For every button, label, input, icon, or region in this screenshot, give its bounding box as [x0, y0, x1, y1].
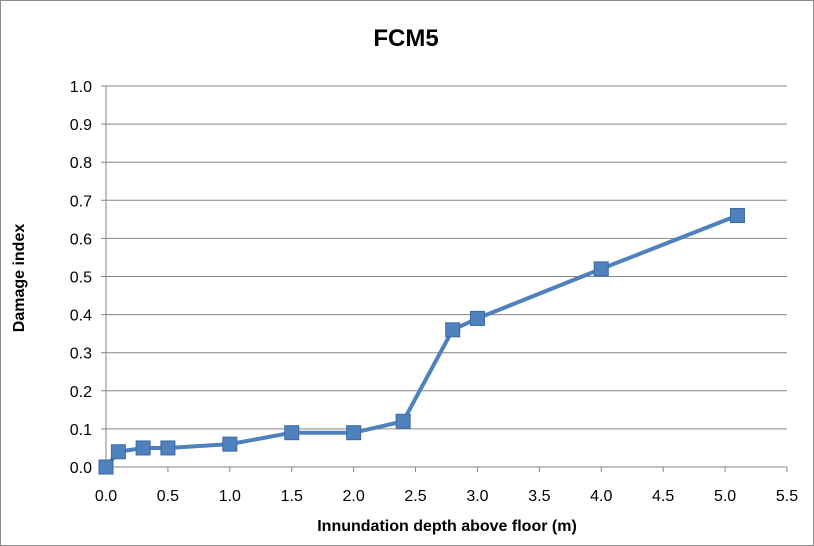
data-series — [98, 208, 745, 475]
y-tick-label: 0.0 — [70, 460, 92, 477]
y-tick-label: 0.9 — [70, 117, 92, 134]
data-point-marker — [284, 425, 300, 441]
x-tick-label: 2.5 — [404, 488, 426, 505]
y-tick-label: 0.6 — [70, 231, 92, 248]
x-tick-label: 4.5 — [652, 488, 674, 505]
data-point-marker — [346, 425, 362, 441]
data-point-marker — [593, 261, 609, 277]
x-tick-label: 5.0 — [714, 488, 736, 505]
data-point-marker — [469, 310, 485, 326]
x-tick-label: 3.0 — [466, 488, 488, 505]
x-tick-label: 1.0 — [219, 488, 241, 505]
chart-title: FCM5 — [373, 25, 438, 52]
y-tick-label: 0.3 — [70, 346, 92, 363]
y-tick-label: 0.4 — [70, 308, 92, 325]
data-point-marker — [729, 208, 745, 224]
x-tick-label: 1.5 — [281, 488, 303, 505]
x-tick-label: 4.0 — [590, 488, 612, 505]
axes — [101, 85, 788, 472]
x-tick-label: 3.5 — [528, 488, 550, 505]
data-point-marker — [160, 440, 176, 456]
y-tick-label: 1.0 — [70, 79, 92, 96]
x-axis-title: Innundation depth above floor (m) — [317, 518, 577, 535]
y-tick-label: 0.5 — [70, 270, 92, 287]
y-axis-title: Damage index — [11, 224, 28, 333]
data-point-marker — [395, 413, 411, 429]
x-tick-label: 0.0 — [95, 488, 117, 505]
x-tick-label: 5.5 — [776, 488, 798, 505]
y-tick-labels: 0.0 0.1 0.2 0.3 0.4 0.5 0.6 0.7 0.8 0.9 1.0 — [70, 79, 92, 477]
y-tick-label: 0.1 — [70, 422, 92, 439]
y-tick-label: 0.8 — [70, 155, 92, 172]
x-tick-labels: 0.0 0.5 1.0 1.5 2.0 2.5 3.0 3.5 4.0 4.5 5.0 5.5 — [95, 488, 798, 505]
data-point-marker — [222, 436, 238, 452]
x-tick-label: 2.0 — [343, 488, 365, 505]
y-tick-label: 0.7 — [70, 193, 92, 210]
data-point-marker — [135, 440, 151, 456]
data-point-marker — [445, 322, 461, 338]
data-point-marker — [110, 444, 126, 460]
y-tick-label: 0.2 — [70, 384, 92, 401]
data-point-marker — [98, 459, 114, 475]
gridlines — [106, 85, 787, 430]
x-tick-label: 0.5 — [157, 488, 179, 505]
